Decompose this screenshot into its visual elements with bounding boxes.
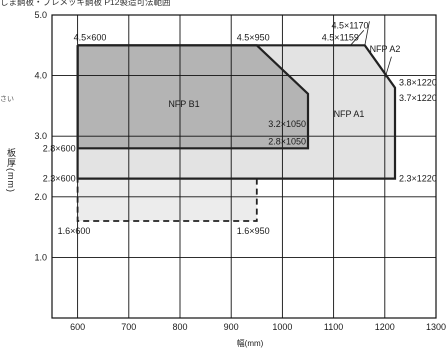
y-tick-label: 4.0: [34, 71, 47, 81]
x-tick-label: 1200: [375, 322, 395, 332]
plot-frame: [51, 14, 437, 319]
point-annotation: 4.5×1170: [331, 20, 368, 30]
side-note: さい: [0, 96, 14, 103]
x-tick-label: 1000: [272, 322, 292, 332]
point-annotation: 4.5×950: [237, 32, 270, 42]
y-tick-label: 2.0: [34, 192, 47, 202]
region-nfp-b1-fill: [77, 45, 308, 149]
point-annotation: 3.7×1220: [399, 93, 437, 103]
point-annotation: 1.6×950: [237, 226, 270, 236]
point-annotation: 3.8×1220: [399, 78, 437, 88]
chart-title: しま鋼板・プレメッキ鋼板 P12製造可法範囲: [0, 0, 171, 7]
x-tick-label: 1300: [426, 322, 446, 332]
point-annotation: 1.6×600: [58, 226, 91, 236]
chart-regions: [77, 45, 395, 221]
region-outlines: [76, 21, 397, 222]
x-axis-label: 幅(mm): [237, 338, 264, 348]
region-label-nfp-b1: NFP B1: [168, 99, 199, 109]
point-annotation: 2.3×600: [43, 174, 76, 184]
x-tick-label: 1100: [324, 322, 343, 332]
leader-line-1170: [364, 21, 370, 46]
region-dashed-fill: [77, 178, 257, 221]
y-tick-label: 1.0: [34, 252, 47, 262]
x-tick-label: 900: [224, 322, 239, 332]
x-tick-label: 700: [121, 322, 136, 332]
x-tick-label: 800: [172, 322, 187, 332]
region-nfp-a1-outline: [76, 44, 310, 150]
point-annotation: 3.2×1050: [268, 119, 306, 129]
point-annotation: 2.3×1220: [399, 174, 437, 184]
point-annotation: 2.8×1050: [268, 136, 306, 146]
point-annotation: 4.5×600: [74, 32, 107, 42]
y-tick-label: 5.0: [34, 10, 47, 20]
point-annotation: 2.8×600: [43, 143, 76, 153]
x-tick-label: 600: [70, 322, 85, 332]
region-dashed-outline: [76, 178, 258, 222]
point-annotation: 4.5×1159: [322, 32, 359, 42]
axis-ticks: 600 700 800 900 1000 1100 1200 1300 1.0 2.0 3.0 4.0…: [34, 10, 446, 332]
region-label-nfp-a2: NFP A2: [370, 44, 401, 54]
chart-labels: 4.5×600 4.5×950 4.5×1159 4.5×1170 3.2×1050 3.…: [43, 20, 437, 236]
y-tick-label: 3.0: [34, 131, 47, 141]
y-axis-label: 板厚(mm): [6, 148, 16, 193]
leader-line-1159: [350, 30, 365, 46]
leader-line-a2: [384, 56, 392, 79]
region-label-nfp-a1: NFP A1: [334, 109, 365, 119]
